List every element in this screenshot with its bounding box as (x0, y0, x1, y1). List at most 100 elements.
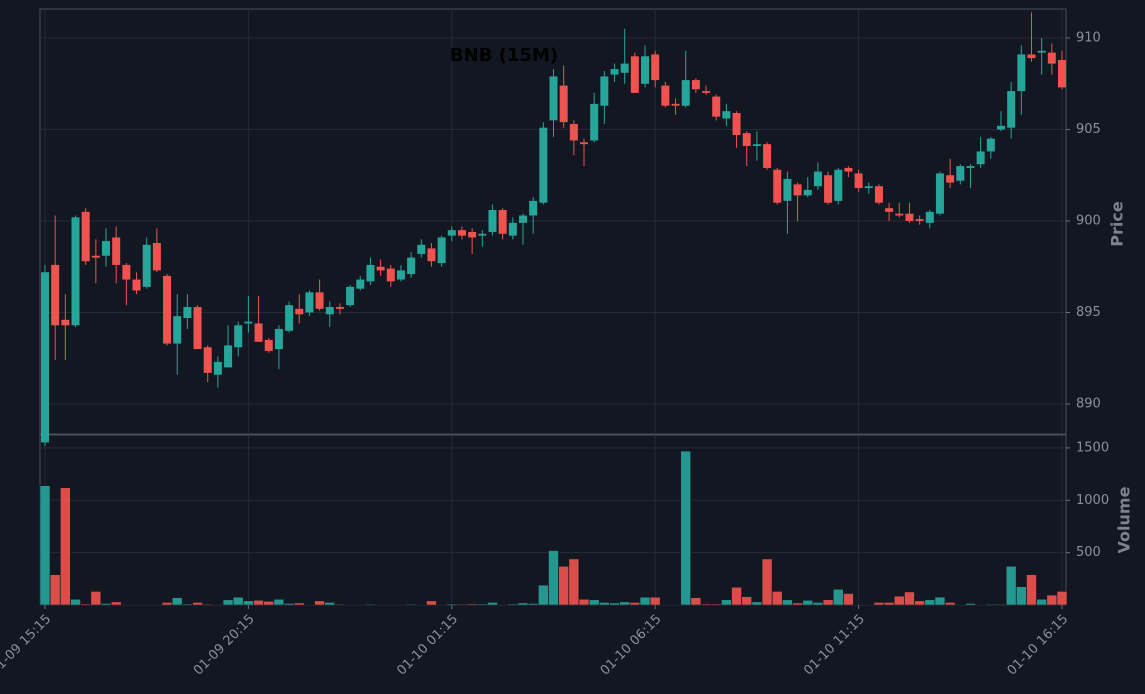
volume-bar (334, 603, 346, 606)
candle-body (183, 307, 192, 318)
candle-body (173, 316, 182, 344)
candle-body (1027, 54, 1036, 59)
candle-body (376, 266, 385, 271)
volume-bar (324, 602, 336, 606)
candle-body (712, 96, 721, 117)
volume-bar (293, 602, 305, 606)
volume-bar (263, 601, 275, 606)
candle-body (864, 186, 873, 189)
candle-body (763, 144, 772, 168)
candle-body (468, 231, 477, 238)
volume-bar (893, 595, 905, 606)
volume-bar (1036, 598, 1047, 606)
candle-body (630, 56, 639, 93)
volume-bar (232, 596, 244, 606)
volume-bar (222, 599, 234, 606)
volume-bar (507, 603, 519, 606)
volume-bar (568, 558, 580, 606)
volume-bar (1046, 594, 1058, 606)
volume-bar (843, 593, 854, 606)
candle-body (112, 237, 121, 265)
candle-body (386, 268, 395, 282)
candle-body (803, 189, 812, 196)
candle-body (447, 230, 456, 236)
volume-bar (792, 602, 803, 606)
candle-body (102, 241, 111, 256)
candle-body (61, 319, 70, 326)
volume-bar (629, 602, 641, 606)
candle-body (346, 286, 355, 306)
volume-bar (721, 599, 732, 606)
volume-bar (1005, 565, 1017, 606)
volume-bar (995, 603, 1007, 606)
volume-tick-label: 1000 (1076, 493, 1109, 508)
candle-body (895, 213, 904, 216)
candle-body (549, 76, 558, 121)
volume-bar (49, 574, 61, 606)
candle-body (986, 138, 995, 152)
candle-body (305, 292, 314, 313)
volume-bar (873, 602, 885, 606)
candle-body (925, 211, 934, 223)
candle-body (193, 307, 202, 350)
volume-bar (751, 601, 763, 606)
candle-body (1058, 59, 1066, 88)
volume-bar (1026, 574, 1037, 606)
candle-body (620, 63, 629, 73)
grid (40, 10, 1066, 605)
candle-body (946, 175, 955, 183)
candle-body (325, 307, 334, 315)
candle-body (681, 80, 690, 106)
volume-bar (822, 599, 834, 606)
candle-body (671, 103, 680, 106)
volume-bar (965, 603, 976, 606)
volume-bar (110, 601, 122, 606)
candle-body (651, 54, 660, 81)
volume-bar (588, 599, 600, 606)
volume-bar (466, 603, 478, 606)
volume-bar (619, 601, 630, 606)
volume-bar (771, 591, 783, 606)
volume-bar (985, 603, 997, 606)
candle-body (132, 279, 141, 291)
candle-body (966, 166, 975, 168)
candle-body (335, 307, 344, 309)
candle-body (366, 264, 375, 282)
volume-bar (731, 586, 742, 606)
volume-bar (527, 603, 539, 606)
volume-bar (1056, 591, 1068, 606)
volume-bar (100, 603, 112, 606)
candle-body (752, 144, 761, 146)
candle-body (315, 292, 324, 309)
candle-body (264, 339, 273, 351)
volume-bar (314, 600, 325, 606)
volume-bar (558, 565, 569, 606)
candle-body (1037, 50, 1046, 53)
candle-body (508, 222, 517, 236)
candle-body (427, 248, 436, 262)
volume-bar (538, 584, 549, 606)
volume-bar (446, 603, 458, 606)
candle-body (203, 347, 212, 373)
candle-body (580, 142, 589, 145)
volume-axis-label: Volume (1115, 486, 1134, 553)
candle-body (498, 210, 507, 234)
volume-bar (182, 603, 193, 606)
volume-bar (649, 596, 661, 606)
candle-body (356, 279, 365, 289)
volume-bar (609, 602, 620, 606)
volume-bar (904, 591, 915, 606)
volume-bar (578, 598, 590, 606)
volume-bar (639, 596, 651, 606)
volume-bar (954, 604, 966, 606)
candle-body (437, 237, 446, 264)
volume-bar (680, 450, 692, 606)
candle-body (51, 264, 60, 326)
volume-bar (548, 550, 559, 606)
candle-body (1017, 54, 1026, 92)
volume-tick-label: 1500 (1076, 440, 1109, 455)
volume-bar (812, 602, 824, 606)
candle-body (41, 272, 49, 443)
candle-body (641, 56, 650, 84)
